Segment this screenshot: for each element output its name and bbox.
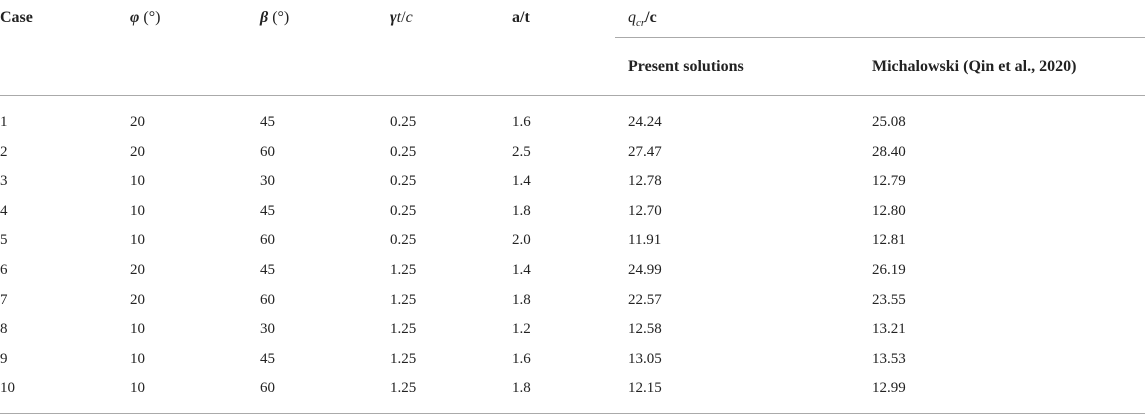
table-cell: 2.0 (512, 232, 531, 249)
table-cell: 13.05 (628, 350, 662, 367)
rule (0, 413, 1145, 414)
header-cell: φ (°) (130, 8, 160, 28)
table-cell: 1.8 (512, 380, 531, 397)
table-cell: 12.70 (628, 202, 662, 219)
table-cell: 12.81 (872, 232, 906, 249)
table-cell: 30 (260, 173, 275, 190)
table-cell: 27.47 (628, 143, 662, 160)
table-cell: 10 (130, 350, 145, 367)
table-cell: 3 (0, 173, 8, 190)
header-text: / (401, 9, 406, 26)
subheader-cell: Present solutions (628, 58, 744, 75)
subheader-cell: Michalowski (Qin et al., 2020) (872, 58, 1077, 75)
table-cell: 1.25 (390, 291, 417, 308)
table-cell: 24.24 (628, 114, 662, 130)
table-cell: 1.8 (512, 291, 531, 308)
table-cell: 10 (130, 321, 145, 338)
table-cell: 28.40 (872, 143, 906, 160)
table-cell: 20 (130, 262, 145, 278)
header-text: (°) (139, 9, 161, 26)
rule (615, 37, 1145, 38)
table-cell: 9 (0, 350, 8, 367)
table-cell: 1.25 (390, 262, 417, 278)
table-cell: 1.25 (390, 380, 417, 397)
table-cell: 20 (130, 143, 145, 160)
table-cell: 12.58 (628, 321, 662, 338)
table-cell: 45 (260, 262, 275, 278)
header-symbol: t (396, 9, 402, 26)
table-cell: 12.80 (872, 202, 906, 219)
header-symbol: c (405, 9, 413, 26)
table-cell: 1.8 (512, 202, 531, 219)
table-cell: 26.19 (872, 262, 906, 278)
table-cell: 60 (260, 143, 275, 160)
table-cell: 7 (0, 291, 8, 308)
table-cell: 2.5 (512, 143, 531, 160)
table-cell: 12.78 (628, 173, 662, 190)
header-symbol: β (260, 9, 269, 26)
header-cell: a/t (512, 8, 530, 28)
table-cell: 20 (130, 114, 145, 130)
table-cell: 24.99 (628, 262, 662, 278)
table-cell: 1.4 (512, 262, 531, 278)
header-subscript: cr (636, 17, 646, 30)
table-cell: 12.99 (872, 380, 906, 397)
rule (0, 95, 1145, 96)
table-cell: 45 (260, 202, 275, 219)
header-text: (°) (268, 9, 290, 26)
table-cell: 10 (130, 232, 145, 249)
table-cell: 8 (0, 321, 8, 338)
table-cell: 1.4 (512, 173, 531, 190)
table-cell: 23.55 (872, 291, 906, 308)
table-cell: 0.25 (390, 232, 417, 249)
table-cell: 1.6 (512, 350, 531, 367)
table-cell: 10 (130, 202, 145, 219)
table-cell: 1.6 (512, 114, 531, 130)
header-text: /c (645, 9, 657, 26)
header-text: Case (0, 9, 33, 26)
header-symbol: q (628, 9, 636, 26)
table-cell: 60 (260, 291, 275, 308)
header-cell: Case (0, 8, 33, 28)
header-symbol: γ (390, 9, 397, 26)
header-symbol: φ (130, 9, 140, 26)
header-cell: β (°) (260, 8, 289, 28)
table-cell: 60 (260, 380, 275, 397)
table-cell: 1.2 (512, 321, 531, 338)
header-cell: γt/c (390, 8, 413, 28)
table-cell: 25.08 (872, 114, 906, 130)
table-cell: 10 (0, 380, 15, 397)
table-cell: 60 (260, 232, 275, 249)
table-cell: 1 (0, 114, 8, 130)
table-cell: 2 (0, 143, 8, 160)
table-cell: 30 (260, 321, 275, 338)
table-cell: 13.21 (872, 321, 906, 338)
table-cell: 1.25 (390, 350, 417, 367)
table-cell: 10 (130, 380, 145, 397)
table-cell: 12.79 (872, 173, 906, 190)
table-cell: 45 (260, 350, 275, 367)
table-cell: 0.25 (390, 202, 417, 219)
table-cell: 0.25 (390, 143, 417, 160)
table-cell: 0.25 (390, 114, 417, 130)
table-cell: 13.53 (872, 350, 906, 367)
table-cell: 11.91 (628, 232, 662, 249)
table-cell: 4 (0, 202, 8, 219)
table-cell: 10 (130, 173, 145, 190)
table-cell: 5 (0, 232, 8, 249)
table-cell: 20 (130, 291, 145, 308)
table-cell: 12.15 (628, 380, 662, 397)
table-cell: 0.25 (390, 173, 417, 190)
table-cell: 1.25 (390, 321, 417, 338)
header-cell: qcr/c (628, 8, 657, 33)
header-text: a/t (512, 9, 530, 26)
table-cell: 45 (260, 114, 275, 130)
table-cell: 6 (0, 262, 8, 278)
table-cell: 22.57 (628, 291, 662, 308)
